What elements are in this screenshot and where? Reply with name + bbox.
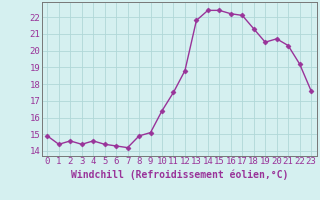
X-axis label: Windchill (Refroidissement éolien,°C): Windchill (Refroidissement éolien,°C) — [70, 169, 288, 180]
